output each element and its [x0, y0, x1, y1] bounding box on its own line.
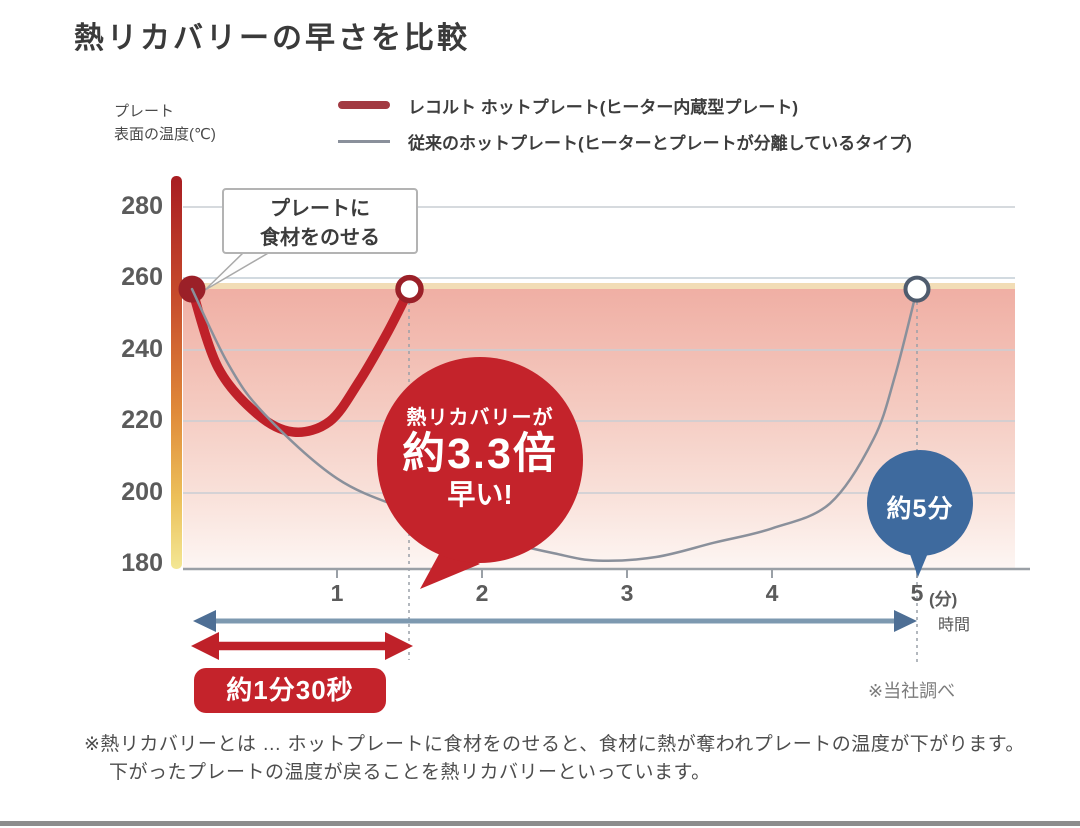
- series-line-0: [187, 284, 415, 437]
- x-tick-1: 1: [330, 580, 344, 606]
- x-tick-4: 4: [765, 580, 779, 606]
- series-layer: [178, 274, 931, 562]
- series-0-marker-open: [395, 274, 424, 304]
- footnote-line1: ※熱リカバリーとは … ホットプレートに食材をのせると、食材に熱が奪われプレート…: [84, 734, 1025, 755]
- y-axis-thermometer-bar: [171, 176, 182, 569]
- y-tick-180: 180: [121, 549, 163, 577]
- start-temp-band: [183, 283, 1015, 289]
- legend-item-recolte: レコルト ホットプレート(ヒーター内蔵型プレート): [338, 92, 798, 118]
- y-axis-title-line1: プレート: [114, 103, 175, 120]
- recolte-time-arrow-head-left: [191, 632, 219, 660]
- callout-line1: プレートに: [270, 198, 370, 220]
- red-bubble-line1: 熱リカバリーが: [406, 407, 554, 429]
- callout-place-food: プレートに 食材をのせる: [222, 188, 418, 254]
- total-time-arrow-head-right: [894, 610, 917, 632]
- recolte-recovery-time-badge: 約1分30秒: [194, 668, 386, 713]
- y-tick-280: 280: [121, 192, 163, 220]
- x-tick-3: 3: [620, 580, 634, 606]
- blue-speech-bubble: [867, 450, 973, 556]
- legend-swatch-recolte: [338, 101, 390, 109]
- legend-label-recolte: レコルト ホットプレート(ヒーター内蔵型プレート): [408, 97, 799, 117]
- series-line-1: [190, 287, 919, 562]
- x-tick-2: 2: [475, 580, 489, 606]
- total-time-arrow-head-left: [193, 610, 216, 632]
- recolte-time-arrow-head-right: [385, 632, 413, 660]
- red-bubble-line3: 早い!: [447, 479, 513, 511]
- x-axis-unit: (分): [929, 590, 958, 609]
- y-axis-title-line2: 表面の温度(℃): [114, 126, 216, 144]
- window-bottom-edge: [0, 821, 1080, 826]
- legend-item-conventional: 従来のホットプレート(ヒーターとプレートが分離しているタイプ): [338, 128, 912, 154]
- y-tick-220: 220: [121, 406, 163, 434]
- x-axis-title: 時間: [938, 617, 971, 634]
- callout-line2: 食材をのせる: [260, 227, 380, 249]
- blue-bubble-label: 約5分: [886, 495, 954, 523]
- x-tick-5: 5: [910, 580, 924, 606]
- legend-label-conventional: 従来のホットプレート(ヒーターとプレートが分離しているタイプ): [408, 133, 912, 153]
- red-bubble-text: 熱リカバリーが 約3.3倍 早い!: [372, 401, 588, 512]
- page-title: 熱リカバリーの早さを比較: [74, 22, 470, 55]
- source-note: ※当社調べ: [868, 681, 956, 701]
- y-tick-240: 240: [121, 335, 163, 363]
- series-1-marker-open: [903, 275, 931, 303]
- annotation-layer: [191, 357, 973, 660]
- footnote-line2: 下がったプレートの温度が戻ることを熱リカバリーといっています。: [109, 762, 711, 783]
- y-axis-title: プレート 表面の温度(℃): [114, 100, 216, 147]
- red-bubble-line2: 約3.3倍: [402, 430, 558, 478]
- y-tick-260: 260: [121, 263, 163, 291]
- red-speech-bubble: [377, 357, 583, 563]
- red-bubble-tail: [420, 545, 480, 589]
- legend-swatch-conventional: [338, 139, 390, 143]
- y-tick-200: 200: [121, 478, 163, 506]
